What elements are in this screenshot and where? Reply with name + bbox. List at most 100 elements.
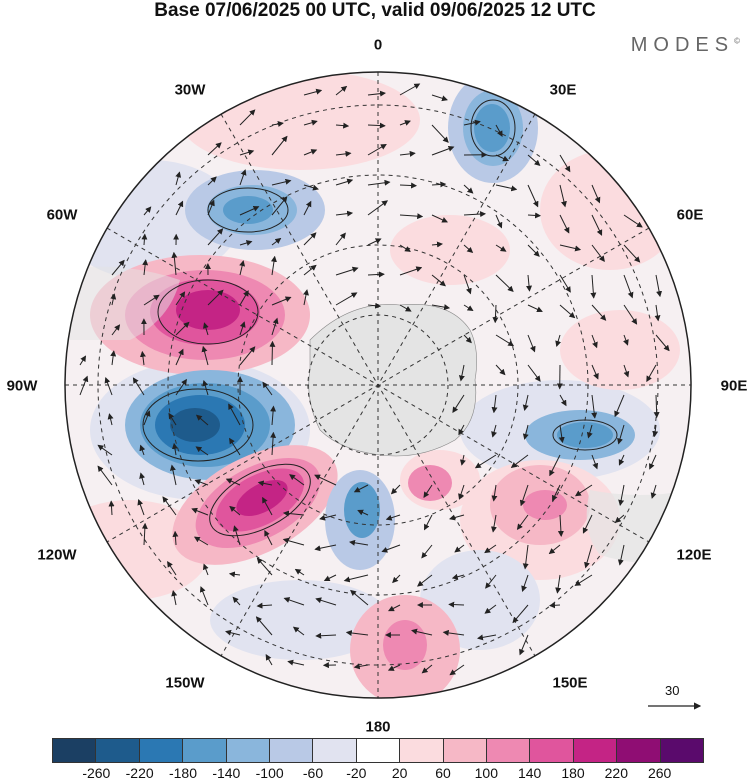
wind-vector (527, 184, 539, 208)
wind-vector (463, 244, 474, 254)
wind-vector (526, 274, 533, 292)
wind-vector (559, 394, 567, 407)
colorbar-tick-label: 140 (517, 765, 542, 781)
lon-label-90w: 90W (6, 377, 38, 395)
wind-vector (315, 632, 337, 639)
wind-vector (292, 626, 305, 636)
wind-vector (512, 604, 529, 624)
wind-vector (132, 377, 145, 396)
wind-vector (195, 414, 209, 426)
wind-vector (454, 544, 465, 553)
wind-vector (175, 291, 186, 306)
wind-vector (623, 274, 634, 299)
wind-vector (353, 663, 369, 670)
wind-vector (652, 424, 659, 438)
colorbar-swatch (356, 739, 401, 762)
wind-vector (424, 514, 433, 531)
colorbar-tick-label: -140 (212, 765, 241, 781)
wind-vector (582, 514, 593, 534)
colorbar-swatch (487, 739, 531, 762)
wind-vector (491, 394, 498, 414)
wind-vector (139, 472, 146, 486)
lon-label-30w: 30W (174, 81, 206, 99)
wind-vector (172, 530, 179, 546)
wind-vector (484, 604, 497, 614)
colorbar-swatch (530, 739, 574, 762)
wind-vector (262, 381, 273, 396)
wind-vector (555, 574, 562, 594)
wind-vector (591, 364, 599, 380)
wind-vector (239, 169, 247, 186)
wind-vector (269, 340, 276, 366)
wind-vector (191, 507, 209, 516)
wind-vector (79, 355, 87, 366)
wind-vector (495, 124, 503, 137)
wind-vector (459, 454, 466, 466)
wind-vector (654, 304, 661, 322)
wind-vector (618, 454, 625, 466)
wind-vector (521, 574, 529, 592)
wind-vector (646, 364, 657, 383)
wind-vector (458, 364, 465, 382)
wind-vector (314, 474, 337, 486)
wind-vector (559, 214, 570, 234)
wind-vector (448, 601, 465, 608)
wind-vector (451, 573, 465, 580)
wind-vector (367, 271, 385, 278)
wind-vector (175, 200, 184, 216)
wind-vector (617, 424, 625, 445)
wind-vector (171, 590, 178, 606)
copyright-mark: © (734, 36, 740, 46)
colorbar-tick-label: 260 (647, 765, 672, 781)
wind-vector (282, 537, 305, 546)
wind-vector (495, 214, 503, 229)
wind-vector (79, 375, 89, 396)
wind-vector (97, 444, 113, 456)
wind-vector (527, 334, 536, 353)
wind-vector (175, 171, 182, 186)
wind-vector (388, 604, 401, 612)
wind-vector (137, 498, 145, 516)
wind-vector (490, 514, 497, 533)
wind-vector (557, 514, 564, 537)
wind-vector (519, 484, 529, 507)
wind-vector (141, 522, 148, 546)
wind-vector (591, 334, 598, 349)
wind-vector (463, 119, 481, 126)
wind-vector (303, 149, 318, 156)
wind-vector (392, 574, 401, 584)
wind-vector (559, 304, 576, 319)
wind-vector (193, 536, 209, 546)
wind-vector (431, 181, 447, 188)
wind-vector (143, 410, 151, 426)
modes-logo: MODES© (631, 34, 740, 57)
colorbar-swatch (96, 739, 140, 762)
wind-vector (367, 179, 391, 186)
wind-vector (110, 350, 117, 366)
wind-vector (399, 213, 424, 220)
wind-vector (97, 465, 113, 486)
wind-vector (527, 212, 542, 219)
wind-vector (194, 479, 209, 486)
brand-text: MODES (630, 34, 735, 56)
wind-vector (104, 376, 113, 396)
wind-vector (202, 322, 209, 336)
wind-vector (335, 122, 350, 129)
wind-vector (256, 557, 273, 576)
wind-vector (495, 334, 515, 347)
wind-vector (228, 403, 241, 426)
wind-vector (367, 143, 387, 156)
wind-vector (225, 629, 241, 636)
colorbar-swatch (139, 739, 184, 762)
lon-label-150w: 150W (165, 674, 205, 692)
wind-vector (421, 664, 433, 674)
wind-vector (591, 214, 603, 236)
wind-vector (431, 241, 443, 248)
wind-vector (617, 544, 625, 566)
wind-vector (195, 446, 209, 456)
wind-vector (522, 394, 529, 411)
wind-vector (558, 424, 565, 444)
wind-vector (323, 574, 337, 582)
colorbar-swatch (183, 739, 227, 762)
wind-vector (614, 514, 625, 523)
